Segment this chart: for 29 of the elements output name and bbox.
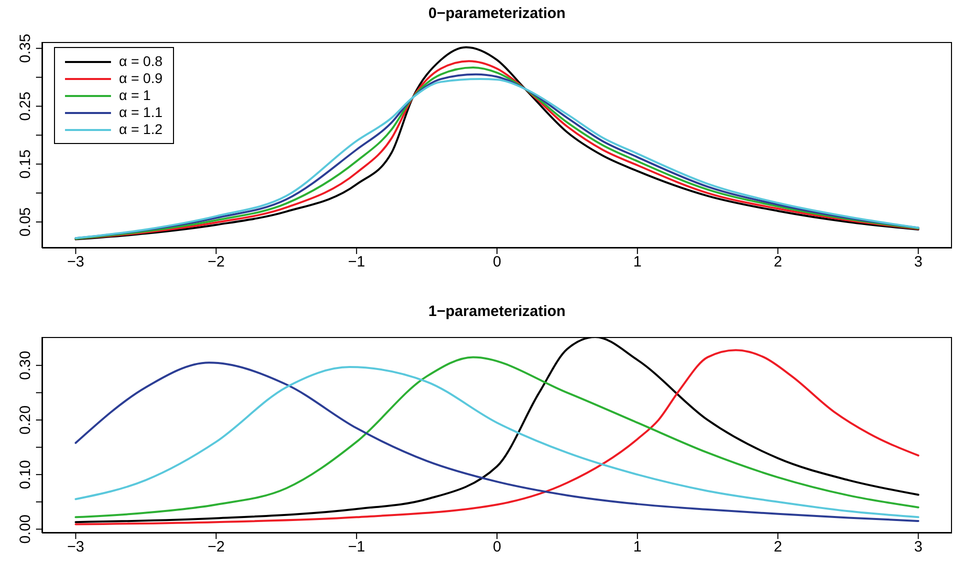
x-tick-label: 3 bbox=[914, 538, 922, 556]
legend-label: α = 0.8 bbox=[119, 53, 163, 70]
x-tick-label: 3 bbox=[914, 254, 922, 271]
x-tick-label: 0 bbox=[492, 254, 502, 271]
legend-label: α = 1.2 bbox=[119, 121, 163, 138]
y-tick-label: 0.15 bbox=[17, 149, 34, 179]
x-tick-label: −1 bbox=[348, 538, 366, 556]
y-tick-label: 0.10 bbox=[17, 460, 34, 490]
x-tick-label: 2 bbox=[774, 254, 782, 271]
chart-title: 1−parameterization bbox=[427, 302, 567, 322]
x-tick-label: 0 bbox=[492, 538, 502, 556]
y-tick-label: 0.25 bbox=[17, 92, 34, 121]
y-tick-label: 0.00 bbox=[17, 514, 34, 544]
y-tick-label: 0.35 bbox=[17, 34, 34, 63]
x-tick-label: −3 bbox=[67, 538, 84, 556]
x-tick-label: 1 bbox=[633, 538, 642, 556]
legend-label: α = 1.1 bbox=[119, 104, 163, 121]
x-tick-label: −2 bbox=[208, 254, 225, 271]
x-tick-label: 1 bbox=[633, 254, 642, 271]
legend-label: α = 0.9 bbox=[119, 70, 163, 87]
legend-label: α = 1 bbox=[119, 87, 151, 104]
y-tick-label: 0.20 bbox=[17, 405, 34, 435]
x-tick-label: −1 bbox=[348, 254, 366, 271]
x-tick-label: 2 bbox=[774, 538, 782, 556]
y-tick-label: 0.30 bbox=[17, 350, 34, 380]
x-tick-label: −2 bbox=[208, 538, 225, 556]
chart-title: 0−parameterization bbox=[427, 5, 567, 24]
y-tick-label: 0.05 bbox=[17, 207, 34, 237]
x-tick-label: −3 bbox=[67, 254, 84, 271]
